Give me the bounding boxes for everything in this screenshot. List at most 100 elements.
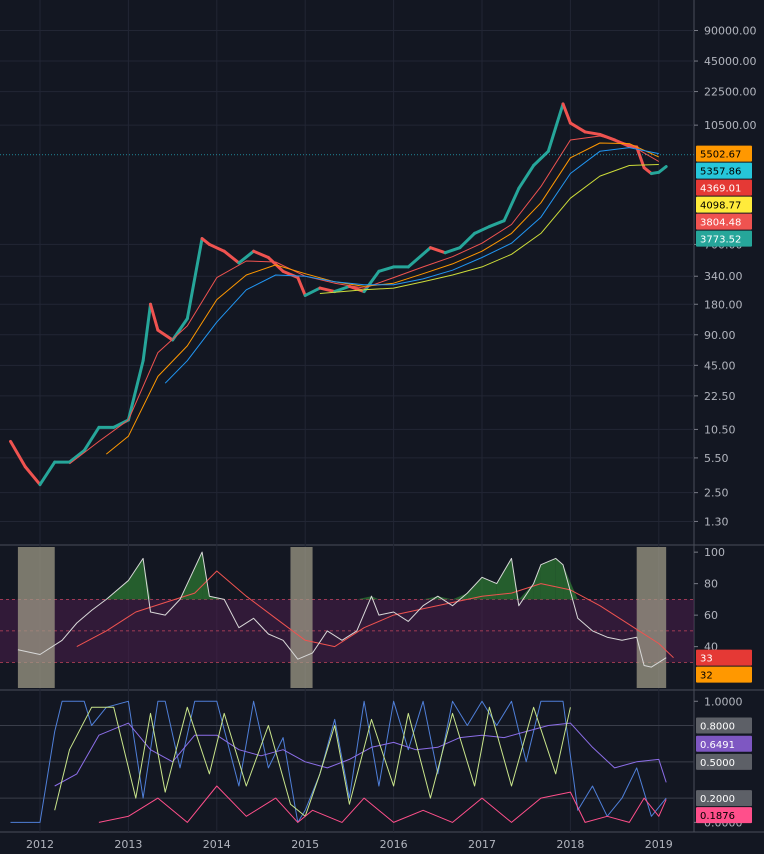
- x-tick-label: 2017: [468, 838, 496, 851]
- price-segment: [517, 164, 536, 190]
- moving-average-line: [69, 135, 660, 465]
- x-tick-label: 2014: [203, 838, 231, 851]
- overbought-fill: [452, 593, 468, 600]
- price-badge: 5357.86: [700, 167, 741, 178]
- rsi-average-line: [76, 570, 674, 659]
- oscillator-badge: 33: [700, 654, 713, 665]
- overbought-fill: [511, 558, 519, 600]
- price-segment: [9, 439, 27, 469]
- price-segment: [333, 284, 351, 294]
- price-segment: [207, 242, 226, 253]
- price-segment: [635, 145, 646, 170]
- price-segment: [67, 449, 86, 464]
- price-segment: [200, 237, 211, 246]
- y-tick-label: 10500.00: [704, 119, 757, 132]
- price-badge: 3773.52: [700, 235, 741, 246]
- price-badge-bg: [696, 230, 752, 247]
- price-segment: [502, 186, 521, 223]
- y-tick-label: 1.30: [704, 515, 729, 528]
- stoch-badge: 0.6491: [700, 740, 735, 751]
- overbought-fill: [496, 558, 512, 600]
- y-tick-label: 45000.00: [704, 55, 757, 68]
- x-tick-label: 2018: [556, 838, 584, 851]
- overbought-fill: [533, 564, 541, 600]
- stoch-line: [54, 722, 667, 787]
- y-tick-label: 340.00: [704, 270, 743, 283]
- price-segment: [561, 102, 572, 125]
- price-segment: [362, 269, 381, 294]
- overbought-fill: [356, 596, 372, 600]
- y-tick-label: 5.50: [704, 452, 729, 465]
- price-segment: [428, 246, 447, 255]
- x-tick-label: 2019: [645, 838, 673, 851]
- oscillator-badge-bg: [696, 649, 752, 666]
- y-tick-label: 80: [704, 578, 718, 591]
- overbought-fill: [540, 558, 556, 600]
- price-segment: [568, 121, 587, 134]
- price-segment: [532, 149, 550, 168]
- overbought-fill: [371, 596, 379, 600]
- x-tick-label: 2016: [380, 838, 408, 851]
- y-tick-label: 180.00: [704, 298, 743, 311]
- price-segment: [141, 302, 152, 363]
- stoch-badge: 0.2000: [700, 794, 735, 805]
- price-segment: [347, 284, 366, 294]
- price-badge: 4098.77: [700, 201, 741, 212]
- stoch-badge: 0.5000: [700, 758, 735, 769]
- price-segment: [443, 246, 462, 255]
- price-badge-bg: [696, 162, 752, 179]
- price-segment: [583, 130, 602, 136]
- y-tick-label: 2.50: [704, 487, 729, 500]
- price-badge-bg: [696, 213, 752, 230]
- price-segment: [642, 166, 653, 176]
- y-tick-label: 60: [704, 609, 718, 622]
- overbought-fill: [128, 558, 144, 600]
- y-tick-label: 22500.00: [704, 86, 757, 99]
- overbought-fill: [467, 577, 482, 600]
- stoch-badge-bg: [696, 790, 752, 807]
- y-tick-label: 1.0000: [704, 695, 743, 708]
- x-tick-label: 2012: [26, 838, 54, 851]
- rsi-line: [17, 551, 667, 668]
- overbought-fill: [482, 577, 497, 600]
- price-badge-bg: [696, 196, 752, 213]
- price-badge: 5502.67: [700, 150, 741, 161]
- moving-average-line: [319, 164, 659, 294]
- price-segment: [156, 328, 175, 342]
- stoch-badge: 0.8000: [700, 721, 735, 732]
- price-segment: [377, 265, 396, 273]
- stoch-badge-bg: [696, 807, 752, 824]
- price-segment: [149, 302, 160, 332]
- price-segment: [303, 286, 322, 297]
- price-segment: [38, 460, 57, 487]
- stoch-badge-bg: [696, 717, 752, 734]
- y-tick-label: 45.00: [704, 359, 736, 372]
- price-segment: [473, 225, 491, 235]
- stoch-badge-bg: [696, 753, 752, 770]
- price-segment: [487, 219, 506, 229]
- x-tick-label: 2013: [114, 838, 142, 851]
- y-tick-label: 100: [704, 546, 725, 559]
- price-badge-bg: [696, 179, 752, 196]
- stoch-line: [98, 785, 667, 823]
- y-tick-label: 90000.00: [704, 25, 757, 38]
- stoch-line: [10, 700, 667, 823]
- price-segment: [126, 359, 145, 422]
- stoch-line: [54, 706, 571, 817]
- price-badge: 4369.01: [700, 184, 741, 195]
- price-segment: [657, 165, 668, 174]
- price-badge-bg: [696, 145, 752, 162]
- y-tick-label: 90.00: [704, 329, 736, 342]
- overbought-fill: [518, 583, 534, 600]
- price-segment: [296, 276, 307, 297]
- stoch-badge-bg: [696, 735, 752, 752]
- price-segment: [82, 425, 101, 453]
- y-tick-label: 10.50: [704, 423, 736, 436]
- price-segment: [458, 231, 477, 250]
- stoch-badge: 0.1876: [700, 811, 735, 822]
- shaded-period: [17, 547, 55, 688]
- price-segment: [237, 249, 256, 265]
- price-segment: [281, 269, 300, 280]
- price-segment: [23, 465, 42, 487]
- moving-average-line: [164, 147, 659, 384]
